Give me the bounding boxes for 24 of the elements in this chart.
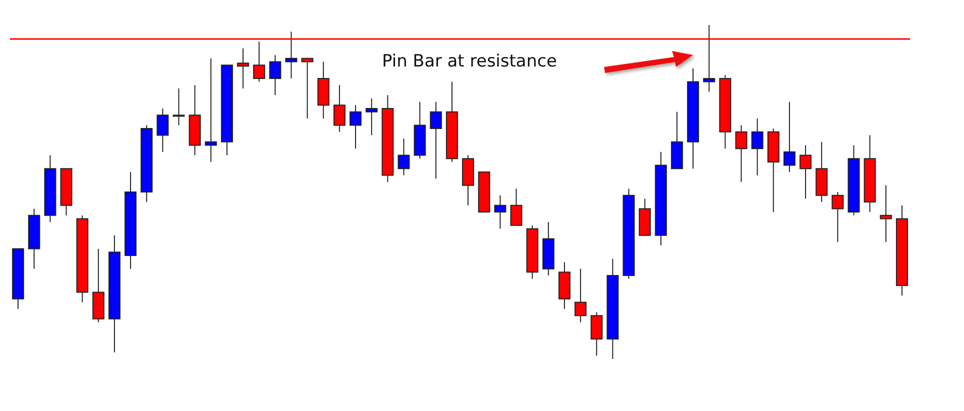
- candlestick: [285, 31, 298, 79]
- candlestick: [735, 124, 748, 182]
- candlestick: [350, 104, 362, 150]
- candlestick: [333, 84, 346, 132]
- candlestick: [301, 58, 314, 120]
- candlestick: [783, 101, 796, 172]
- candlestick: [430, 101, 442, 180]
- candlestick: [880, 184, 892, 243]
- candlestick: [156, 108, 169, 152]
- candlestick: [590, 312, 603, 356]
- candlestick: [366, 98, 378, 136]
- candlestick: [172, 88, 185, 126]
- candlestick: [832, 192, 844, 243]
- candlestick: [237, 48, 250, 89]
- candlestick: [398, 138, 410, 176]
- candlestick: [751, 118, 764, 176]
- candlestick: [494, 194, 506, 230]
- candlestick: [703, 24, 716, 92]
- candlestick: [574, 268, 587, 323]
- candlestick: [204, 58, 217, 162]
- candlestick: [510, 188, 522, 226]
- annotation: Pin Bar at resistance: [382, 52, 557, 72]
- candlestick: [269, 54, 282, 96]
- candlestick: [800, 144, 812, 200]
